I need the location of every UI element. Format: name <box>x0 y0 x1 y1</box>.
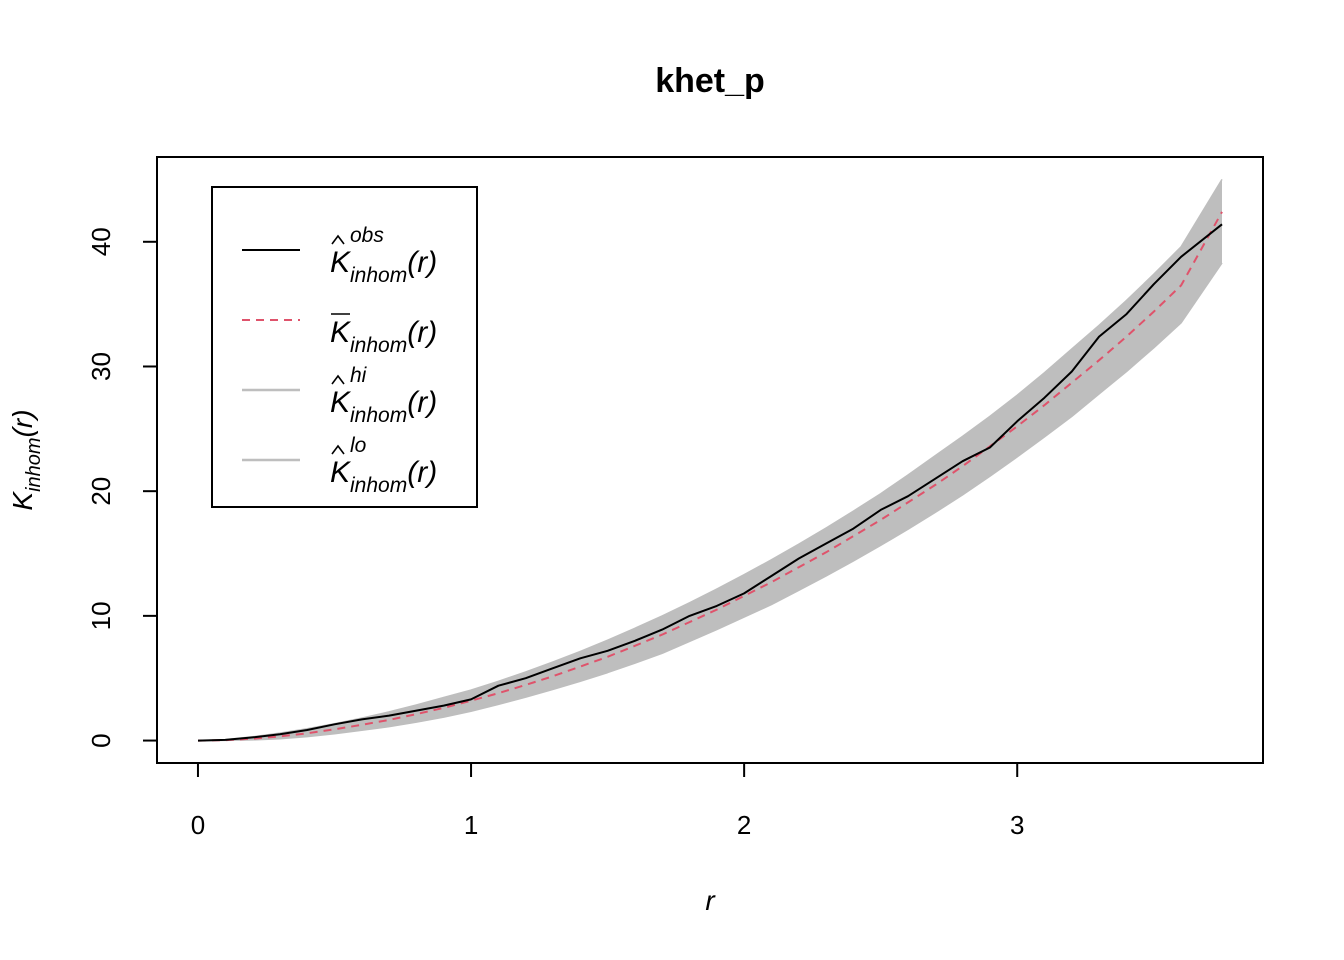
legend-label-main: K <box>330 316 352 349</box>
legend-label-main: K <box>330 456 352 489</box>
y-tick-label: 10 <box>86 601 116 630</box>
x-tick-label: 1 <box>464 810 478 840</box>
x-tick-label: 0 <box>191 810 205 840</box>
plot-area <box>197 179 1223 742</box>
y-tick-label: 20 <box>86 477 116 506</box>
legend-label-sup: hi <box>350 364 368 387</box>
legend-hat-accent <box>331 444 345 455</box>
envelope-band <box>198 179 1222 741</box>
legend-box <box>211 186 478 508</box>
legend-label-main: K <box>330 386 352 419</box>
legend-label-theo: Kinhom(r) <box>330 316 437 357</box>
series-theo-line <box>197 211 1223 742</box>
x-tick-label: 3 <box>1010 810 1024 840</box>
series-obs-line <box>197 223 1223 742</box>
y-axis-label-main: K <box>7 491 38 511</box>
y-axis-label-sub: inhom <box>23 437 45 491</box>
legend-label-sup: obs <box>350 224 384 247</box>
legend-label-sub: inhom <box>350 474 407 497</box>
x-tick-label: 2 <box>737 810 751 840</box>
legend-label-sub: inhom <box>350 264 407 287</box>
legend-label-arg: (r) <box>407 386 437 419</box>
legend-label-sub: inhom <box>350 334 407 357</box>
legend-label-obs: Kinhom(r) <box>330 246 437 287</box>
legend: Kinhom(r)obsKinhom(r)Kinhom(r)hiKinhom(r… <box>211 186 478 508</box>
legend-label-sub: inhom <box>350 404 407 427</box>
y-tick-label: 40 <box>86 227 116 256</box>
y-tick-label: 30 <box>86 352 116 381</box>
legend-hat-accent <box>331 374 345 385</box>
x-axis-label: r <box>705 885 716 916</box>
series-hi-line <box>197 179 1223 742</box>
legend-label-main: K <box>330 246 352 279</box>
series-lo-line <box>197 262 1223 742</box>
legend-label-arg: (r) <box>407 316 437 349</box>
legend-label-arg: (r) <box>407 246 437 279</box>
legend-hat-accent <box>331 234 345 245</box>
y-tick-label: 0 <box>86 733 116 747</box>
legend-label-sup: lo <box>350 434 367 457</box>
chart-title: khet_p <box>655 62 765 100</box>
legend-label-lo: Kinhom(r) <box>330 456 437 497</box>
y-axis-label-arg: (r) <box>7 409 38 437</box>
legend-label-hi: Kinhom(r) <box>330 386 437 427</box>
y-axis-label: Kinhom(r) <box>7 409 45 510</box>
y-axis-label-text: Kinhom(r) <box>7 409 45 510</box>
legend-label-arg: (r) <box>407 456 437 489</box>
